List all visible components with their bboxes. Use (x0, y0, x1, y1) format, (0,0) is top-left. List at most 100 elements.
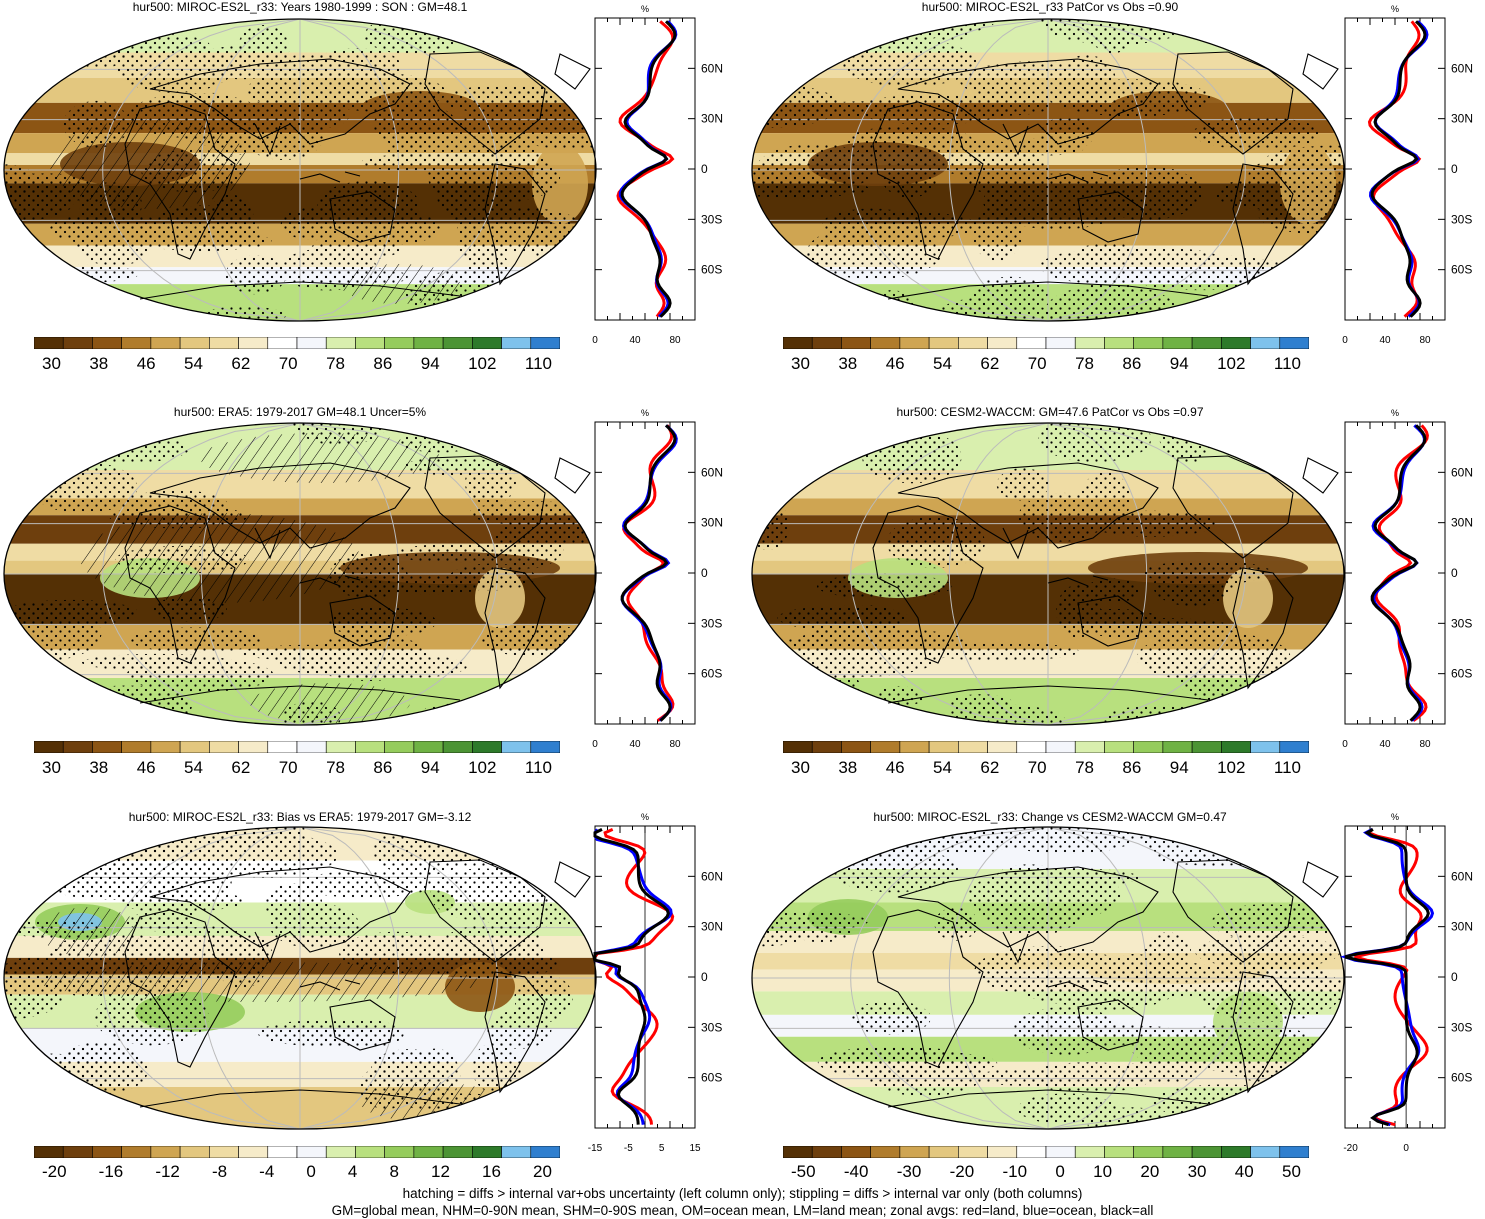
profile-unit: % (641, 4, 649, 14)
colorbar-swatch (267, 741, 298, 753)
colorbar-tick-label: 94 (420, 354, 440, 373)
profile-xtick: 80 (669, 335, 681, 346)
colorbar-swatch (811, 1146, 842, 1158)
colorbar-tick-label: -10 (1002, 1162, 1028, 1181)
colorbar-swatch (442, 741, 473, 753)
colorbar-swatch (811, 741, 842, 753)
colorbar-tick-label: -30 (896, 1162, 922, 1181)
profile-unit: % (641, 408, 649, 418)
profile-lat-label: 30N (1451, 516, 1473, 530)
colorbar-3 (34, 741, 560, 753)
colorbar-swatch (62, 741, 93, 753)
colorbar-swatch (783, 741, 813, 753)
coastlines (872, 51, 1339, 300)
profile-lat-label: 0 (1451, 566, 1458, 580)
colorbar-swatch (1250, 741, 1281, 753)
colorbar-5 (34, 1146, 560, 1158)
profile-xtick: 40 (1379, 335, 1391, 346)
profile-xtick: 0 (592, 739, 598, 750)
colorbar-swatch (1191, 741, 1222, 753)
profile-unit: % (1391, 4, 1399, 14)
colorbar-swatch (1045, 1146, 1076, 1158)
colorbar-swatch (530, 1146, 560, 1158)
colorbar-swatch (296, 741, 327, 753)
map-border (3, 826, 597, 1130)
colorbar-2 (783, 337, 1309, 349)
colorbar-swatch (1045, 337, 1076, 349)
colorbar-swatch (267, 337, 298, 349)
map-border (751, 18, 1345, 322)
coastlines (124, 859, 591, 1108)
colorbar-tick-label: 46 (136, 354, 156, 373)
profile-lat-label: 60S (1451, 1071, 1472, 1085)
colorbar-swatch (34, 1146, 64, 1158)
profile-lat-label: 60S (701, 667, 722, 681)
map-panel-4 (751, 422, 1345, 726)
colorbar-swatch (811, 337, 842, 349)
colorbar-swatch (958, 741, 988, 753)
zonal-ocean-line (1340, 828, 1435, 1127)
colorbar-swatch (987, 1146, 1018, 1158)
colorbar-swatch (238, 337, 269, 349)
colorbar-tick-label: 46 (885, 354, 905, 373)
colorbar-swatch (150, 1146, 181, 1158)
colorbar-tick-label: -16 (98, 1162, 124, 1181)
colorbar-swatch (1250, 337, 1281, 349)
colorbar-swatch (472, 741, 502, 753)
colorbar-tick-label: 62 (980, 758, 1000, 777)
footer-note-1: hatching = diffs > internal var+obs unce… (402, 1186, 1083, 1201)
colorbar-tick-label: 86 (373, 354, 393, 373)
colorbar-tick-label: 86 (1122, 354, 1142, 373)
zonal-all-line (593, 828, 670, 1125)
map-panel-6 (751, 826, 1345, 1130)
profile-lat-label: 60S (1451, 263, 1472, 277)
colorbar-swatch (355, 1146, 385, 1158)
colorbar-tick-label: 110 (524, 758, 552, 777)
profile-lat-label: 60S (701, 263, 722, 277)
zonal-profile-5: % -15 -5 5 15 60N 30N 0 30S 60S (588, 812, 723, 1154)
colorbar-tick-label: 86 (373, 758, 393, 777)
colorbar-tick-label: 70 (1027, 354, 1047, 373)
colorbar-tick-label: 54 (933, 758, 952, 777)
colorbar-swatch (928, 741, 959, 753)
colorbar-swatch (1016, 337, 1047, 349)
colorbar-swatch (355, 337, 385, 349)
colorbar-swatch (1279, 337, 1309, 349)
zonal-land-line (593, 827, 675, 1125)
coastlines (124, 455, 591, 704)
colorbar-swatch (355, 741, 385, 753)
colorbar-swatch (1016, 741, 1047, 753)
colorbar-swatch (1104, 741, 1134, 753)
profile-xtick: 80 (1419, 739, 1431, 750)
profile-lat-label: 60N (701, 61, 723, 75)
colorbar-swatch (928, 1146, 959, 1158)
colorbar-swatch (530, 337, 560, 349)
colorbar-swatch (530, 741, 560, 753)
colorbar-tick-label: 78 (1075, 354, 1094, 373)
profile-xtick: 40 (629, 739, 641, 750)
colorbar-tick-label: 12 (431, 1162, 450, 1181)
panel-title-1: hur500: MIROC-ES2L_r33: Years 1980-1999 … (132, 0, 468, 14)
colorbar-tick-label: -40 (843, 1162, 869, 1181)
colorbar-tick-label: 38 (838, 758, 858, 777)
zonal-all-line (620, 424, 677, 722)
colorbar-swatch (384, 337, 415, 349)
colorbar-tick-label: 38 (838, 354, 858, 373)
colorbar-tick-label: 70 (278, 758, 298, 777)
panel-title-3: hur500: ERA5: 1979-2017 GM=48.1 Uncer=5% (173, 405, 427, 419)
panel-title-6: hur500: MIROC-ES2L_r33: Change vs CESM2-… (873, 810, 1227, 824)
colorbar-tick-label: 16 (482, 1162, 501, 1181)
colorbar-tick-label: 110 (1273, 758, 1301, 777)
colorbar-swatch (899, 1146, 930, 1158)
colorbar-swatch (1162, 1146, 1193, 1158)
colorbar-swatch (987, 337, 1018, 349)
profile-xtick: 0 (1342, 335, 1348, 346)
profile-xtick: 80 (669, 739, 681, 750)
colorbar-swatch (928, 337, 959, 349)
colorbar-swatch (62, 1146, 93, 1158)
zonal-all-line (1370, 20, 1427, 318)
colorbar-swatch (841, 337, 871, 349)
zonal-all-line (1344, 828, 1430, 1127)
profile-lat-label: 30S (1451, 1020, 1472, 1034)
colorbar-swatch (1279, 741, 1309, 753)
